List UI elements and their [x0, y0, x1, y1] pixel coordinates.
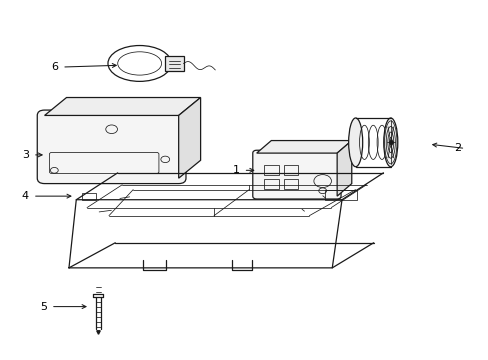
- Bar: [81, 193, 96, 200]
- Ellipse shape: [348, 118, 362, 167]
- Polygon shape: [256, 140, 351, 153]
- Text: 4: 4: [22, 191, 29, 201]
- Text: 6: 6: [51, 62, 58, 72]
- Text: 5: 5: [40, 302, 47, 312]
- Polygon shape: [336, 140, 351, 196]
- Text: 2: 2: [453, 143, 461, 153]
- FancyBboxPatch shape: [37, 110, 185, 184]
- Polygon shape: [44, 98, 200, 116]
- Bar: [283, 179, 298, 189]
- Bar: [325, 190, 356, 200]
- Bar: [264, 179, 278, 189]
- Text: 1: 1: [232, 165, 239, 175]
- Polygon shape: [178, 98, 200, 178]
- Bar: [283, 165, 298, 175]
- Bar: [164, 55, 183, 71]
- Ellipse shape: [383, 118, 397, 167]
- Bar: [264, 165, 278, 175]
- Text: 3: 3: [22, 150, 29, 160]
- FancyBboxPatch shape: [252, 150, 340, 199]
